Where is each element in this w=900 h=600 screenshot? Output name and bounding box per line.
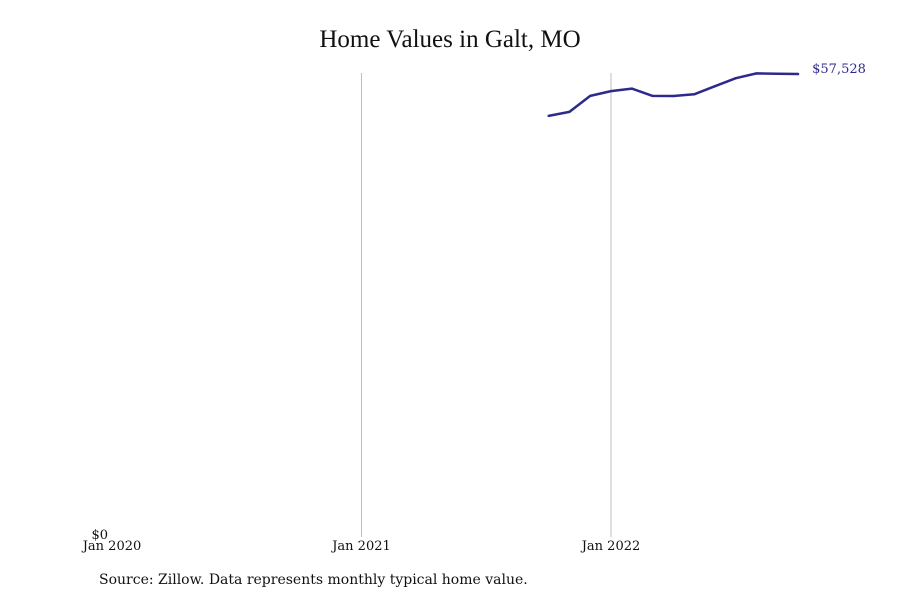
y-tick-label: $0 bbox=[91, 528, 108, 543]
chart-title: Home Values in Galt, MO bbox=[319, 26, 581, 53]
data-point bbox=[713, 85, 717, 88]
x-tick-label: Jan 2022 bbox=[580, 539, 641, 554]
x-tick-label: Jan 2020 bbox=[81, 539, 142, 554]
data-point bbox=[609, 89, 613, 93]
data-point bbox=[547, 114, 550, 118]
home-value-line bbox=[548, 72, 799, 118]
data-point bbox=[796, 72, 800, 76]
axis-tick-labels: Jan 2020 Jan 2021 Jan 2022 $0 bbox=[81, 528, 641, 554]
data-point bbox=[630, 87, 633, 90]
data-point bbox=[651, 94, 654, 98]
x-tick-label: Jan 2021 bbox=[330, 539, 391, 554]
source-note: Source: Zillow. Data represents monthly … bbox=[99, 572, 528, 588]
end-value-label: $57,528 bbox=[812, 62, 866, 77]
data-point bbox=[776, 72, 779, 76]
series-layer: $57,528 bbox=[547, 62, 866, 118]
data-point bbox=[672, 94, 675, 98]
data-point bbox=[693, 93, 696, 96]
data-point bbox=[568, 110, 571, 114]
data-point bbox=[734, 77, 737, 80]
gridlines bbox=[361, 73, 612, 537]
data-point bbox=[755, 72, 758, 75]
data-point bbox=[589, 94, 592, 98]
